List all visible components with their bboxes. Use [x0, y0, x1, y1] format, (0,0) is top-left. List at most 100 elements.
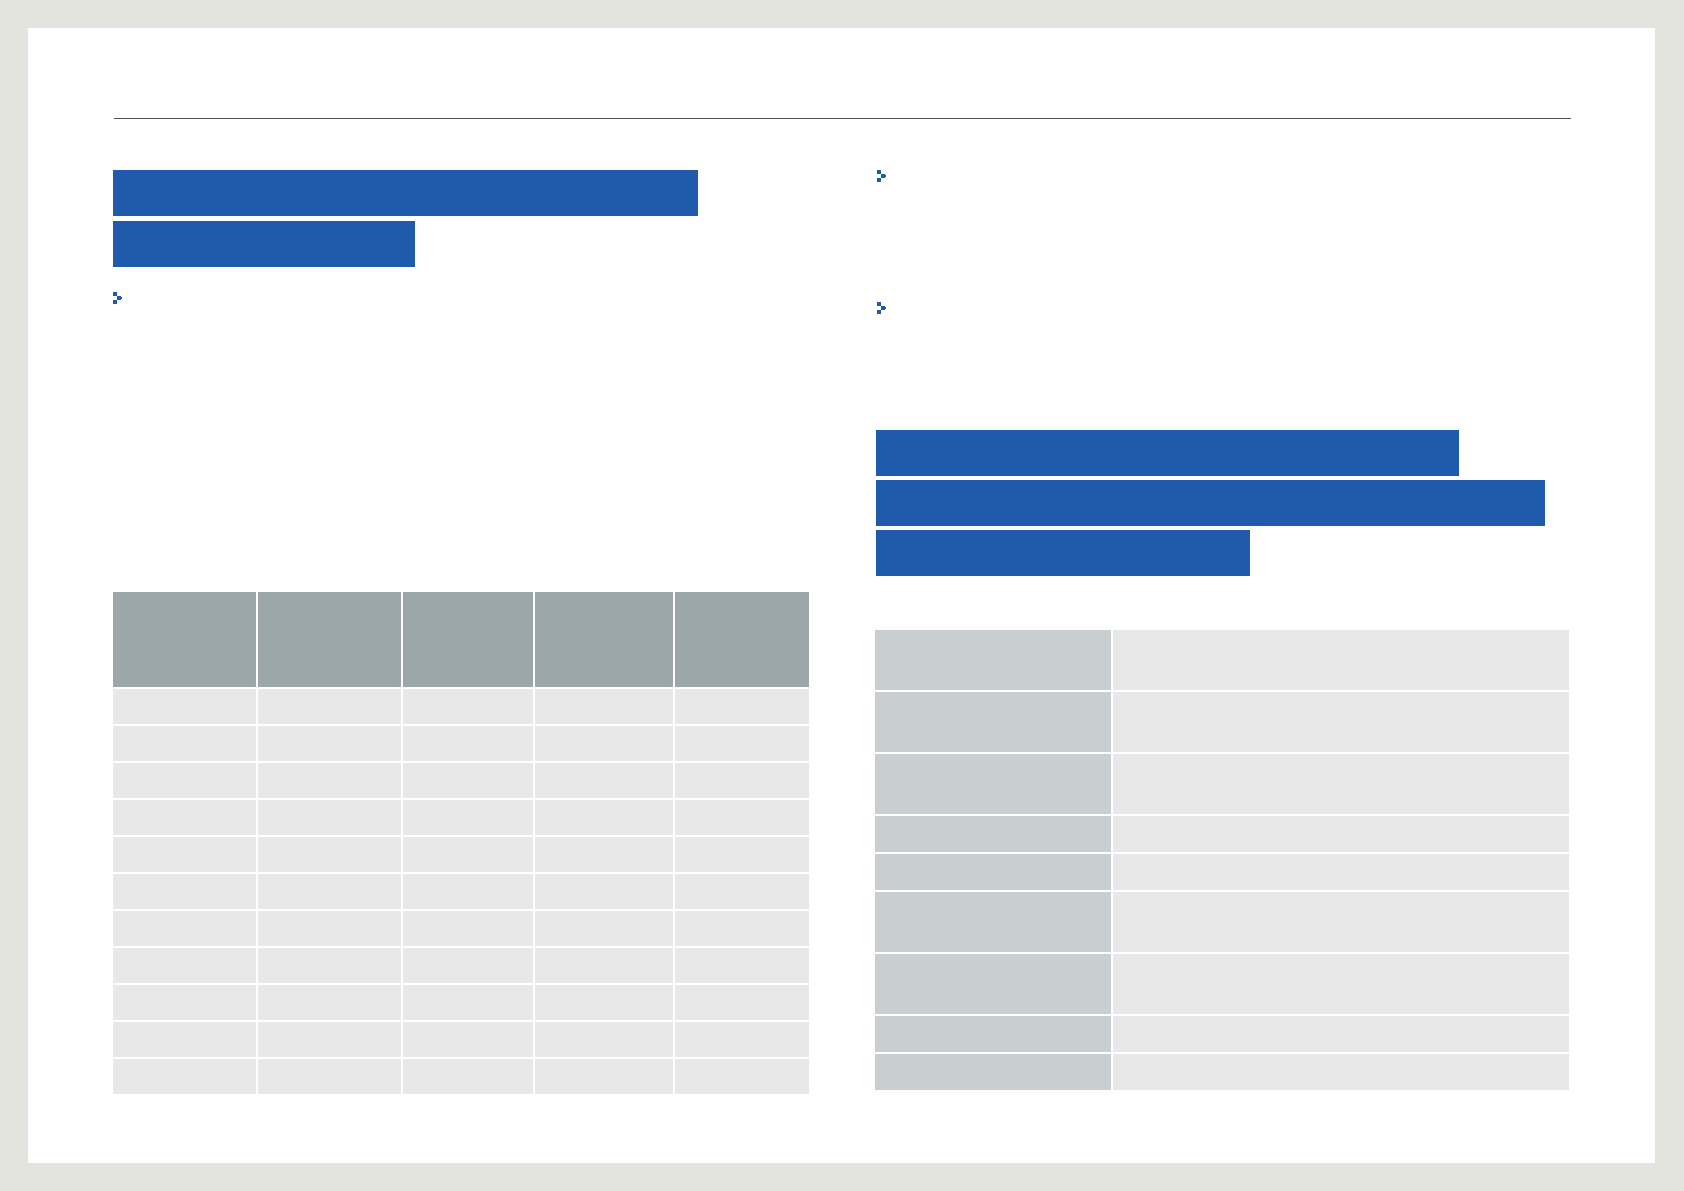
table-cell	[535, 874, 673, 909]
spec-key-cell	[875, 1016, 1111, 1052]
spec-value-cell	[1113, 816, 1569, 852]
spec-value-cell	[1113, 754, 1569, 814]
table-cell	[675, 1022, 809, 1057]
spec-value-cell	[1113, 692, 1569, 752]
table-cell	[675, 985, 809, 1020]
table-cell	[403, 689, 533, 724]
table-cell	[675, 726, 809, 761]
table-header-row	[113, 592, 809, 687]
table-row	[113, 874, 809, 909]
table-cell	[258, 911, 401, 946]
table-cell	[403, 1059, 533, 1094]
table-cell	[675, 1059, 809, 1094]
table-cell	[258, 1022, 401, 1057]
table-row	[113, 985, 809, 1020]
table-cell	[258, 763, 401, 798]
spec-key-cell	[875, 816, 1111, 852]
table-row	[113, 800, 809, 835]
header-rule	[114, 118, 1571, 119]
spec-key-cell	[875, 754, 1111, 814]
table-cell	[535, 800, 673, 835]
spec-value-cell	[1113, 630, 1569, 690]
table-cell	[535, 763, 673, 798]
table-row	[113, 1059, 809, 1094]
spec-key-cell	[875, 692, 1111, 752]
table-row	[113, 948, 809, 983]
table-cell	[535, 837, 673, 872]
right-section-heading-line-1	[876, 430, 1459, 476]
table-row	[113, 1022, 809, 1057]
right-spec-table	[873, 628, 1571, 1092]
table-row	[113, 911, 809, 946]
table-header-cell	[113, 592, 256, 687]
table-row	[875, 854, 1569, 890]
table-cell	[535, 985, 673, 1020]
table-row	[875, 754, 1569, 814]
table-row	[875, 692, 1569, 752]
spec-key-cell	[875, 954, 1111, 1014]
table-cell	[113, 800, 256, 835]
table-cell	[403, 800, 533, 835]
table-row	[875, 954, 1569, 1014]
chevron-right-icon	[877, 302, 888, 317]
table-cell	[113, 689, 256, 724]
table-cell	[403, 726, 533, 761]
chevron-right-icon	[877, 170, 888, 185]
table-cell	[675, 689, 809, 724]
table-header-cell	[258, 592, 401, 687]
table-cell	[403, 837, 533, 872]
table-cell	[403, 948, 533, 983]
table-cell	[258, 948, 401, 983]
table-header-cell	[403, 592, 533, 687]
table-cell	[113, 837, 256, 872]
table-cell	[535, 689, 673, 724]
spec-value-cell	[1113, 1016, 1569, 1052]
right-section-heading-line-3	[876, 530, 1250, 576]
table-row	[875, 816, 1569, 852]
spec-key-cell	[875, 630, 1111, 690]
table-cell	[258, 985, 401, 1020]
table-cell	[675, 837, 809, 872]
table-cell	[403, 1022, 533, 1057]
table-cell	[113, 948, 256, 983]
document-page	[28, 28, 1655, 1163]
table-row	[875, 1016, 1569, 1052]
table-row	[113, 763, 809, 798]
table-cell	[675, 948, 809, 983]
table-cell	[113, 1059, 256, 1094]
table-cell	[403, 911, 533, 946]
left-data-table	[111, 590, 811, 1096]
table-cell	[403, 985, 533, 1020]
table-cell	[535, 1022, 673, 1057]
table-cell	[403, 763, 533, 798]
right-section-heading-line-2	[876, 480, 1545, 526]
table-cell	[675, 763, 809, 798]
spec-value-cell	[1113, 892, 1569, 952]
spec-value-cell	[1113, 954, 1569, 1014]
table-cell	[258, 874, 401, 909]
table-cell	[258, 800, 401, 835]
left-section-heading-line-2	[113, 221, 415, 267]
table-row	[113, 689, 809, 724]
table-row	[875, 892, 1569, 952]
spec-value-cell	[1113, 1054, 1569, 1090]
table-cell	[675, 800, 809, 835]
table-cell	[403, 874, 533, 909]
table-cell	[258, 837, 401, 872]
table-cell	[113, 911, 256, 946]
spec-key-cell	[875, 1054, 1111, 1090]
table-cell	[535, 726, 673, 761]
table-cell	[535, 1059, 673, 1094]
left-section-heading-line-1	[113, 170, 698, 216]
table-cell	[113, 874, 256, 909]
table-row	[113, 726, 809, 761]
table-cell	[675, 874, 809, 909]
table-cell	[675, 911, 809, 946]
table-header-cell	[675, 592, 809, 687]
table-cell	[535, 911, 673, 946]
table-header-cell	[535, 592, 673, 687]
table-cell	[113, 763, 256, 798]
table-cell	[113, 726, 256, 761]
table-cell	[113, 1022, 256, 1057]
table-cell	[258, 726, 401, 761]
